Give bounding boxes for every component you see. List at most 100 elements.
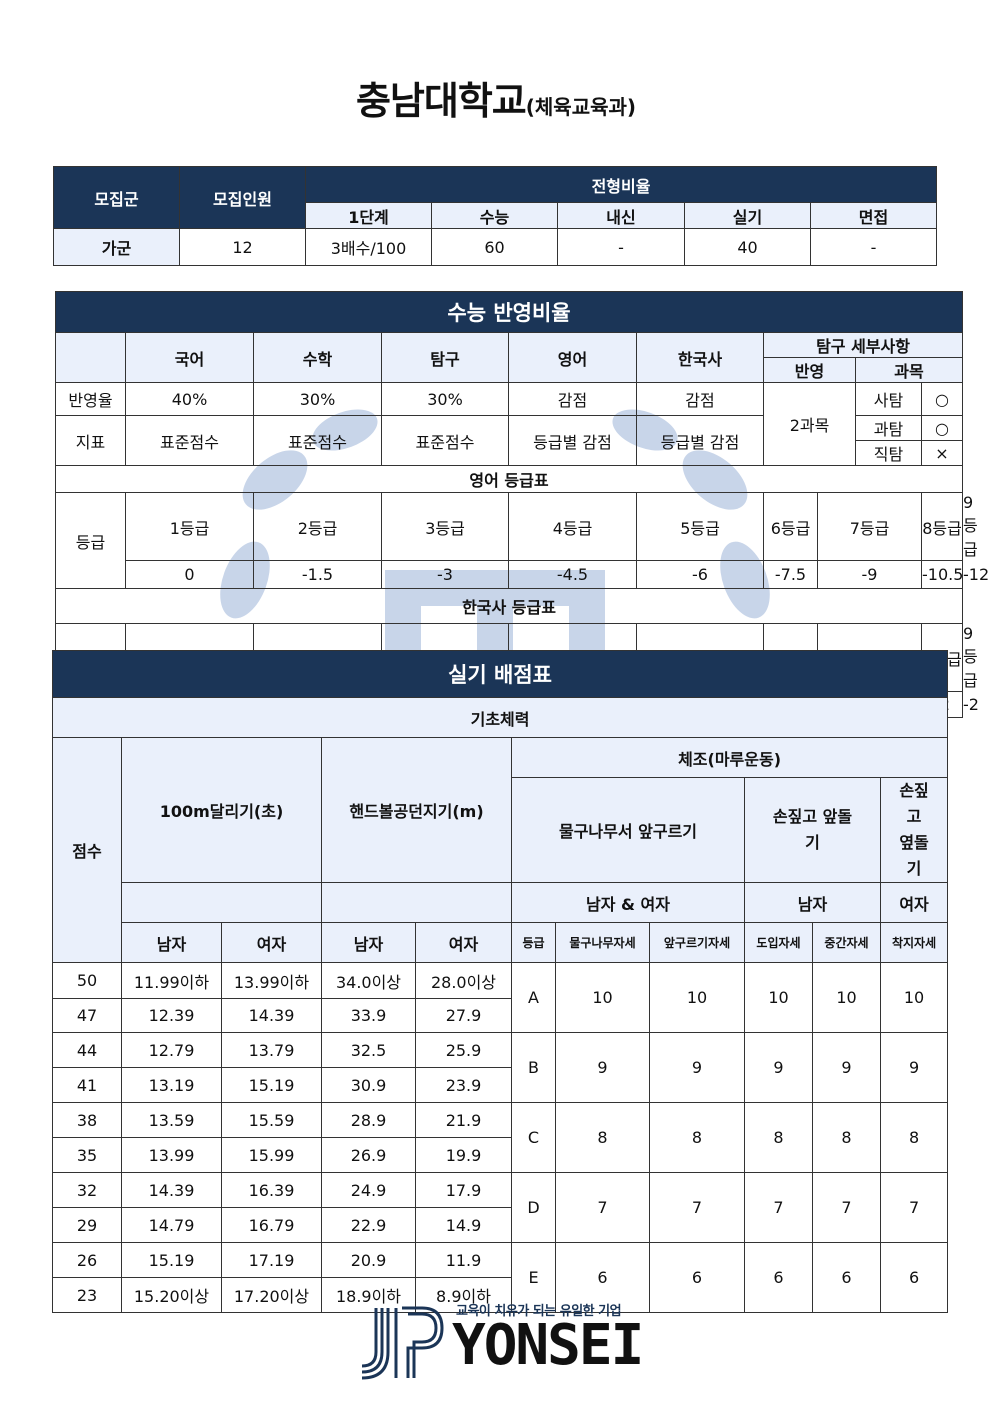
gym-score-cell: 10 — [555, 962, 650, 1033]
table-row: 41 13.19 15.19 30.9 23.9 — [52, 1067, 948, 1103]
ball-male-cell: 26.9 — [321, 1137, 416, 1173]
tamgu-mark-1: ○ — [920, 382, 964, 416]
rate-korean: 40% — [125, 382, 254, 416]
tamgu-col-subject: 과목 — [854, 357, 964, 383]
gym-grade-cell: C — [511, 1102, 556, 1173]
side-gender: 여자 — [879, 882, 949, 923]
run-header: 100m달리기(초) — [121, 737, 322, 883]
eng-val-6: -7.5 — [763, 560, 818, 589]
eng-val-8: -10.5 — [920, 560, 963, 589]
eng-grade-7: 7등급 — [817, 492, 922, 561]
gym-score-cell: 6 — [879, 1242, 949, 1313]
rate-tamgu: 30% — [381, 382, 509, 416]
run-female-cell: 15.59 — [221, 1102, 322, 1138]
score-cell: 41 — [52, 1067, 122, 1103]
ball-female-cell: 14.9 — [415, 1207, 512, 1243]
index-math: 표준점수 — [253, 415, 382, 466]
gym-col-2: 앞구르기자세 — [649, 922, 745, 963]
index-tamgu: 표준점수 — [381, 415, 509, 466]
table-row: 38 13.59 15.59 28.9 21.9 C 8 8 8 8 8 — [52, 1102, 949, 1173]
ball-male-cell: 32.5 — [321, 1032, 416, 1068]
eng-grade-3: 3등급 — [381, 492, 509, 561]
ball-female-cell: 27.9 — [415, 998, 512, 1033]
h-silgi: 실기 — [684, 202, 811, 229]
gym-score-cell: 8 — [812, 1102, 881, 1173]
gym-grade-cell: D — [511, 1172, 556, 1243]
eng-val-1: 0 — [125, 560, 254, 589]
gym-score-cell: 7 — [555, 1172, 650, 1243]
eng-grade-4: 4등급 — [508, 492, 637, 561]
score-cell: 50 — [52, 962, 122, 999]
gym-score-cell: 6 — [555, 1242, 650, 1313]
h-naesin: 내신 — [557, 202, 685, 229]
ball-female-cell: 11.9 — [415, 1242, 512, 1278]
tamgu-mark-2: ○ — [920, 415, 964, 441]
suneung-title: 수능 반영비율 — [54, 291, 964, 333]
ball-male-cell: 24.9 — [321, 1172, 416, 1208]
gym-score-cell: 10 — [812, 962, 881, 1033]
run-male-cell: 13.59 — [121, 1102, 222, 1138]
run-female: 여자 — [221, 922, 322, 963]
tamgu-subj-1: 사탐 — [855, 382, 922, 416]
hist-grade-title: 한국사 등급표 — [54, 588, 964, 624]
ball-female-cell: 19.9 — [415, 1137, 512, 1173]
eng-grade-8: 8등급 — [920, 492, 964, 561]
eng-val-3: -3 — [381, 560, 509, 589]
rate-english: 감점 — [508, 382, 637, 416]
ball-female-cell: 17.9 — [415, 1172, 512, 1208]
run-male-cell: 12.79 — [121, 1032, 222, 1068]
h-ratio: 전형비율 — [304, 166, 938, 203]
score-cell: 32 — [52, 1172, 122, 1208]
title-sub: (체육교육과) — [525, 95, 637, 119]
score-cell: 44 — [52, 1032, 122, 1068]
gym-score-cell: 6 — [744, 1242, 813, 1313]
row-group: 가군 — [53, 228, 180, 266]
recruit-table: 모집군 모집인원 전형비율 1단계 수능 내신 실기 면접 가군 12 3배수/… — [53, 166, 938, 266]
subj-tamgu: 탐구 — [381, 332, 509, 383]
ball-male-cell: 22.9 — [321, 1207, 416, 1243]
gym-header: 체조(마루운동) — [510, 737, 949, 778]
ball-female-cell: 21.9 — [415, 1102, 512, 1138]
eng-grade-title: 영어 등급표 — [54, 465, 964, 493]
table-row: 32 14.39 16.39 24.9 17.9 D 7 7 7 7 7 — [52, 1172, 949, 1243]
practical-table: 실기 배점표 기초체력 점수 100m달리기(초) 핸드볼공던지기(m) 체조(… — [51, 650, 949, 1313]
front-gender: 남자 — [744, 882, 881, 923]
run-male-cell: 14.39 — [121, 1172, 222, 1208]
run-male: 남자 — [121, 922, 222, 963]
gym-score-cell: 10 — [879, 962, 949, 1033]
ball-female-cell: 8.9이하 — [415, 1277, 512, 1313]
run-male-cell: 13.99 — [121, 1137, 222, 1173]
index-korean: 표준점수 — [125, 415, 254, 466]
gym-score-cell: 8 — [879, 1102, 949, 1173]
gym-score-cell: 9 — [555, 1032, 650, 1103]
ball-header: 핸드볼공던지기(m) — [321, 737, 512, 883]
gym-score-cell: 6 — [812, 1242, 881, 1313]
run-female-cell: 13.99이하 — [221, 962, 322, 999]
score-header: 점수 — [52, 737, 122, 963]
gym-col-1: 물구나무자세 — [555, 922, 650, 963]
table-row: 23 15.20이상 17.20이상 18.9이하 8.9이하 — [52, 1277, 948, 1313]
h-group: 모집군 — [53, 166, 180, 229]
corner-cell — [55, 332, 126, 383]
ball-male-cell: 28.9 — [321, 1102, 416, 1138]
score-cell: 23 — [52, 1277, 122, 1313]
row-suneung: 60 — [431, 228, 558, 266]
subj-english: 영어 — [508, 332, 637, 383]
score-cell: 38 — [52, 1102, 122, 1138]
run-female-cell: 15.19 — [221, 1067, 322, 1103]
logo-tagline: 교육이 치유가 되는 유일한 기업 — [456, 1304, 622, 1319]
eng-val-4: -4.5 — [508, 560, 637, 589]
run-blank — [121, 882, 322, 923]
h-stage1: 1단계 — [305, 202, 432, 229]
gym-grade-cell: A — [511, 962, 556, 1033]
title-main: 충남대학교 — [355, 79, 527, 123]
h-suneung: 수능 — [431, 202, 558, 229]
ball-male-cell: 20.9 — [321, 1242, 416, 1278]
ball-blank — [321, 882, 512, 923]
ball-female-cell: 25.9 — [415, 1032, 512, 1068]
gym-grade-cell: B — [511, 1032, 556, 1103]
gym-score-cell: 8 — [649, 1102, 745, 1173]
run-female-cell: 16.39 — [221, 1172, 322, 1208]
table-row: 35 13.99 15.99 26.9 19.9 — [52, 1137, 948, 1173]
gym-score-cell: 7 — [812, 1172, 881, 1243]
